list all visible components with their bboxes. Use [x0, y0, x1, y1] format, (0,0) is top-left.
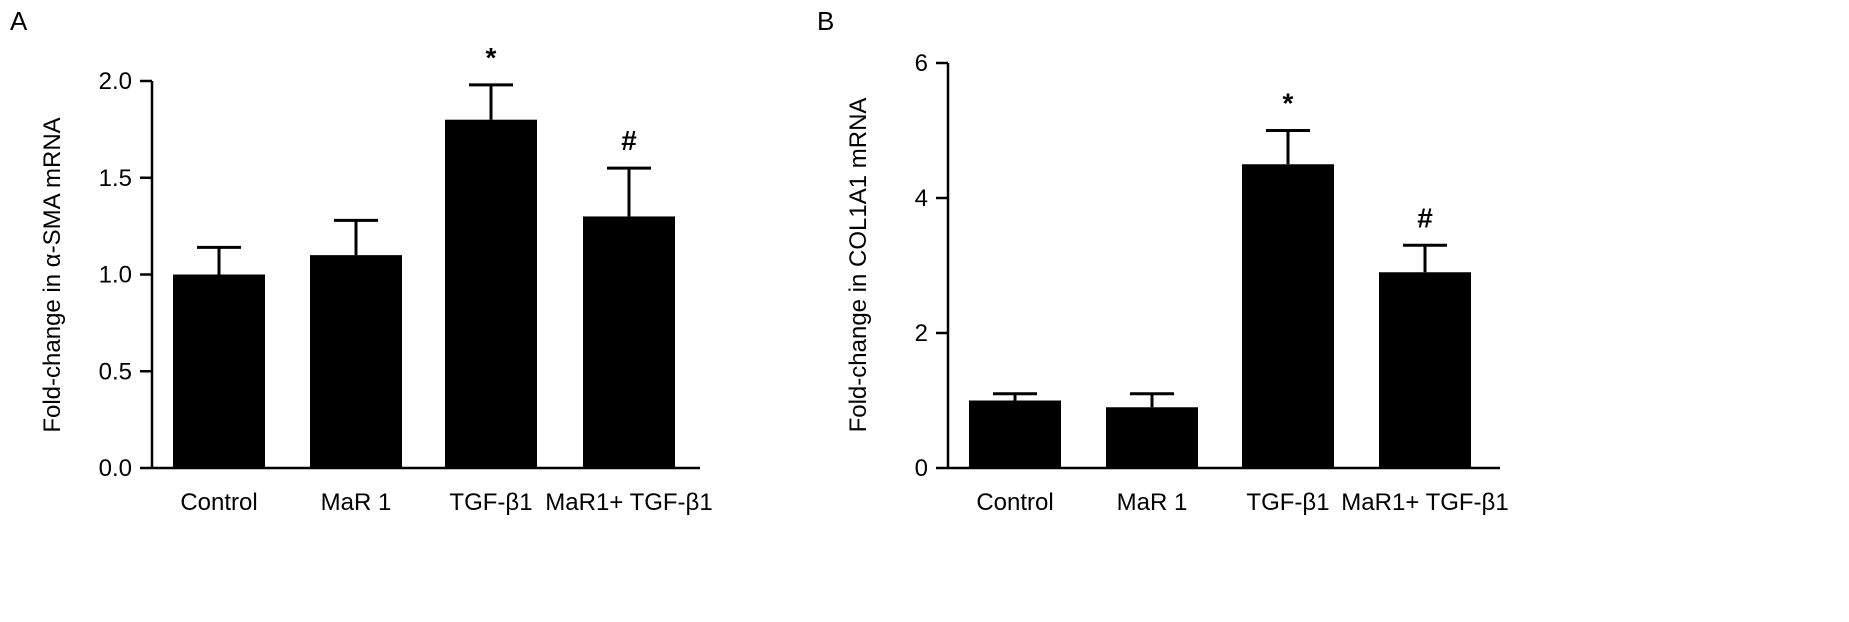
panel-a: A Fold-change in α-SMA mRNA 0.0 0.5 1.0 1.5…: [10, 6, 713, 516]
panel-b-x-tick-label: TGF-β1: [1246, 489, 1329, 516]
panel-a-bar: [445, 119, 537, 468]
panel-a-significance-marker: #: [621, 125, 637, 156]
panel-b-x-tick-labels: Control MaR 1 TGF-β1 MaR1+ TGF-β1: [976, 489, 1508, 516]
panel-a-bar: [173, 274, 265, 468]
panel-b-y-tick-label: 4: [915, 185, 928, 212]
panel-a-y-tick-label: 2.0: [99, 68, 132, 95]
panel-a-significance-marker: *: [486, 42, 497, 73]
panel-a-y-tick-label: 1.0: [99, 262, 132, 289]
panel-a-y-tick-label: 0.0: [99, 455, 132, 482]
panel-b-error-bar: [993, 392, 1037, 401]
panel-b-bar: [1106, 407, 1198, 468]
panel-a-bar: [583, 216, 675, 468]
panel-b-y-tick-label: 6: [915, 50, 928, 77]
panel-b-error-bar: [1130, 392, 1174, 408]
panel-a-y-tick-label: 0.5: [99, 358, 132, 385]
panel-b-y-ticks: 0 2 4 6: [915, 50, 948, 482]
panel-a-x-tick-label: MaR1+ TGF-β1: [545, 489, 712, 516]
panel-a-error-bar: [334, 218, 378, 256]
panel-a-error-bar: [469, 83, 513, 120]
panel-b-label: B: [817, 6, 834, 36]
panel-b-bar: [1242, 164, 1334, 468]
panel-a-bars: *#: [173, 42, 675, 468]
panel-b-error-bar: [1266, 129, 1310, 165]
panel-a-y-ticks: 0.0 0.5 1.0 1.5 2.0: [99, 68, 152, 482]
panel-a-y-axis-label: Fold-change in α-SMA mRNA: [39, 117, 66, 432]
panel-b-error-bar: [1403, 243, 1447, 273]
panel-a-x-tick-label: Control: [180, 489, 257, 516]
panel-b-significance-marker: *: [1283, 88, 1294, 119]
panel-b-bar: [1379, 272, 1471, 468]
panel-b-significance-marker: #: [1417, 202, 1433, 233]
panel-b-bar: [969, 400, 1061, 468]
panel-a-x-tick-label: TGF-β1: [449, 489, 532, 516]
panel-b-y-tick-label: 2: [915, 320, 928, 347]
panel-b-y-axis-label: Fold-change in COL1A1 mRNA: [845, 98, 872, 433]
panel-a-x-tick-label: MaR 1: [321, 489, 392, 516]
panel-a-x-tick-labels: Control MaR 1 TGF-β1 MaR1+ TGF-β1: [180, 489, 712, 516]
panel-b-x-tick-label: Control: [976, 489, 1053, 516]
panel-b-x-tick-label: MaR 1: [1117, 489, 1188, 516]
panel-a-y-tick-label: 1.5: [99, 165, 132, 192]
panel-b-bars: *#: [969, 88, 1471, 468]
panel-a-label: A: [10, 6, 28, 36]
panel-b-x-tick-label: MaR1+ TGF-β1: [1341, 489, 1508, 516]
panel-b-y-tick-label: 0: [915, 455, 928, 482]
panel-a-error-bar: [607, 166, 651, 217]
panel-a-bar: [310, 255, 402, 468]
panel-a-error-bar: [197, 245, 241, 275]
